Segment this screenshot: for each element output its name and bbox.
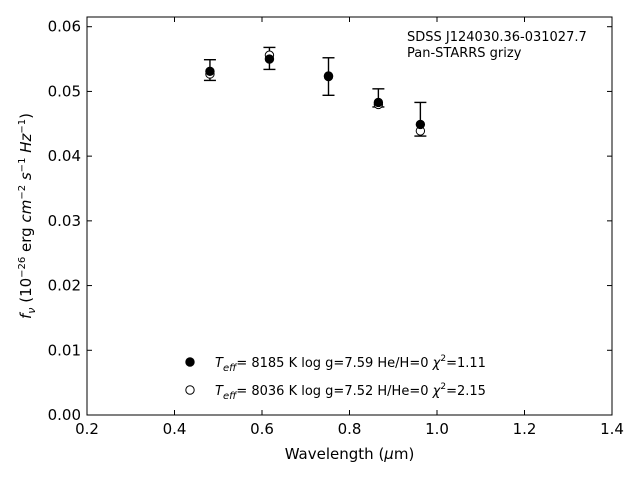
y-tick-label: 0.05 [48, 82, 81, 100]
model-point-filled [373, 97, 384, 108]
legend-marker-filled [185, 357, 195, 367]
legend-entry: Teff= 8185 K log g=7.59 He/H=0 χ2=1.11 [215, 354, 486, 374]
error-bars [203, 46, 427, 137]
annotation-survey: Pan-STARRS grizy [407, 46, 522, 61]
x-tick-label: 0.8 [338, 420, 362, 438]
legend-entry: Teff= 8036 K log g=7.52 H/He=0 χ2=2.15 [215, 382, 486, 402]
model-point-filled [264, 54, 275, 64]
x-tick-label: 1.4 [600, 420, 624, 438]
y-axis: 0.00 0.01 0.02 0.03 0.04 0.05 0.06 [48, 18, 612, 424]
model-point-filled [205, 66, 215, 77]
x-tick-label: 1.2 [513, 420, 537, 438]
model-point-filled [415, 119, 426, 130]
x-axis: 0.2 0.4 0.6 0.8 1.0 1.2 1.4 [75, 17, 624, 438]
annotation-object-name: SDSS J124030.36-031027.7 [407, 30, 587, 45]
legend: Teff= 8185 K log g=7.59 He/H=0 χ2=1.11 Te… [185, 354, 486, 402]
y-tick-label: 0.06 [48, 18, 81, 36]
model-point-filled [323, 71, 334, 81]
y-tick-label: 0.04 [48, 147, 81, 165]
y-tick-label: 0.02 [48, 277, 81, 295]
x-tick-label: 0.6 [250, 420, 274, 438]
data-markers [205, 50, 426, 136]
y-tick-label: 0.00 [48, 406, 81, 424]
y-tick-label: 0.03 [48, 212, 81, 230]
x-tick-label: 0.2 [75, 420, 99, 438]
y-tick-label: 0.01 [48, 341, 81, 359]
x-tick-label: 0.4 [163, 420, 187, 438]
x-tick-label: 1.0 [425, 420, 449, 438]
x-axis-label: Wavelength (μm) [285, 445, 415, 463]
legend-marker-open [185, 385, 195, 395]
y-axis-label: fν (10−26 erg cm−2 s−1 Hz−1) [17, 113, 38, 319]
